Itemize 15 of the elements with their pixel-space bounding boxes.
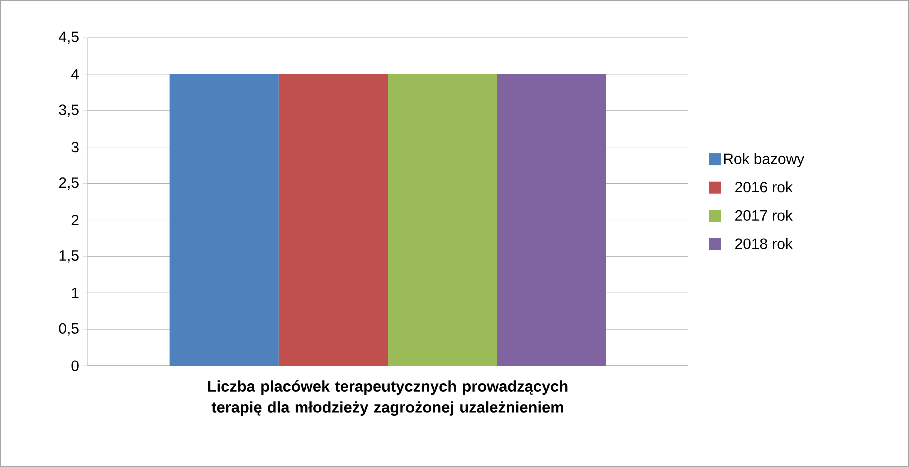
y-tick-label: 1,5 xyxy=(60,250,79,263)
legend-label: 2016 rok xyxy=(736,182,793,193)
legend-label: Rok bazowy xyxy=(724,153,805,168)
y-tick-label: 0 xyxy=(72,360,79,372)
y-tick-label: 4,5 xyxy=(59,32,79,44)
y-tick-label: 2,5 xyxy=(59,178,79,190)
x-tick-label: Liczba placówek terapeutycznych prowadzących terapię dla młodzieży zagrożonej uzależnieniem xyxy=(208,380,568,416)
y-tick-label: 0,5 xyxy=(59,323,79,336)
y-tick-label: 4 xyxy=(72,69,80,80)
y-tick-label: 1 xyxy=(72,288,79,298)
legend-label: 2017 rok xyxy=(736,210,793,221)
y-tick-label: 3,5 xyxy=(59,104,79,118)
y-tick-label: 3 xyxy=(72,142,79,153)
y-tick-label: 2 xyxy=(72,215,79,226)
legend-label: 2018 rok xyxy=(736,238,793,250)
